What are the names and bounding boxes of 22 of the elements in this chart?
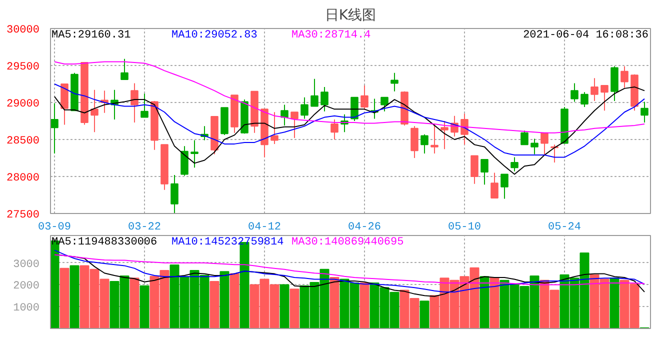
x-tick-label: 05-24 (548, 222, 582, 234)
series-label: MA30:140869440695 (292, 236, 404, 248)
y-tick-label: 27500 (6, 210, 40, 222)
x-tick-label: 03-09 (38, 222, 72, 234)
x-tick-label: 05-10 (448, 222, 482, 234)
annotation: 2021-06-04 16:08:36 (523, 30, 648, 42)
y-tick-label: 3000 (13, 258, 40, 271)
text: MA30:28714.4 (292, 30, 372, 42)
x-tick-label: 04-26 (348, 222, 382, 234)
y-tick-label: 29500 (6, 62, 40, 74)
y-tick-label: 30000 (6, 24, 40, 36)
chart-title: 日K线图 (324, 8, 376, 24)
x-tick-label: 04-12 (248, 222, 282, 234)
text: MA5:29160.31 (52, 30, 132, 42)
y-tick-label: 28500 (6, 136, 40, 148)
x-tick-label: 03-22 (128, 222, 162, 234)
text: MA10:145232759814 (172, 236, 284, 248)
y-tick-label: 2000 (13, 280, 40, 293)
text: MA10:29052.83 (172, 30, 258, 42)
y-tick-label: 28000 (6, 172, 40, 184)
y-tick-label: 1000 (13, 302, 40, 315)
y-tick-label: 29000 (6, 98, 40, 110)
